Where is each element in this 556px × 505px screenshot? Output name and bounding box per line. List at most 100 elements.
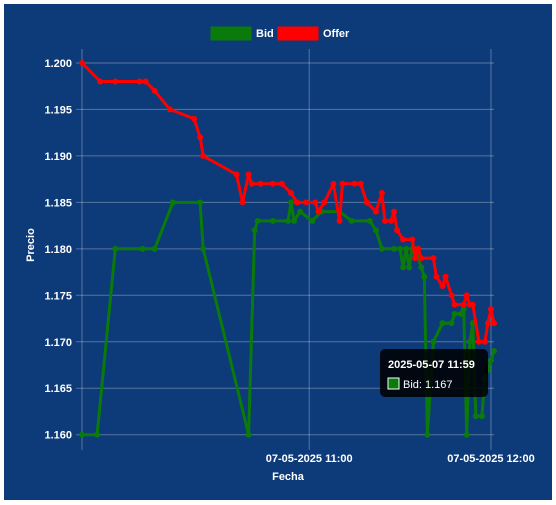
bid-point [421, 273, 428, 280]
bid-point [254, 217, 261, 224]
bid-point [372, 227, 379, 234]
offer-point [191, 115, 198, 122]
offer-point [475, 338, 482, 345]
offer-series [79, 59, 497, 345]
bid-point [309, 217, 316, 224]
offer-point [166, 106, 173, 113]
y-tick-label: 1.185 [44, 197, 72, 209]
offer-point [312, 199, 319, 206]
legend: Bid Offer [210, 26, 350, 41]
bid-point [151, 245, 158, 252]
offer-legend-label: Offer [323, 28, 350, 40]
bid-point [139, 245, 146, 252]
tooltip-swatch [387, 377, 400, 390]
offer-point [391, 208, 398, 215]
offer-point [257, 180, 264, 187]
offer-point [315, 208, 322, 215]
offer-point [451, 301, 458, 308]
bid-legend-swatch [210, 26, 252, 41]
offer-point [439, 283, 446, 289]
offer-legend-swatch [277, 26, 319, 41]
bid-point [478, 413, 485, 420]
offer-point [372, 208, 379, 215]
offer-point [484, 320, 491, 327]
bid-point [406, 264, 413, 271]
bid-point [451, 310, 458, 317]
bid-point [457, 310, 464, 317]
x-axis-label: Fecha [272, 471, 305, 483]
bid-point [112, 245, 119, 252]
offer-point [336, 217, 343, 224]
offer-point [321, 199, 328, 206]
offer-point [400, 236, 407, 243]
bid-point [197, 199, 204, 206]
bid-point [285, 217, 291, 224]
offer-point [409, 236, 416, 243]
offer-point [357, 180, 364, 187]
bid-point [418, 264, 425, 271]
offer-point [245, 171, 252, 178]
y-axis-ticks: 1.160 1.165 1.170 1.175 1.180 1.185 1.190 1.195… [44, 58, 72, 442]
y-tick-label: 1.200 [44, 58, 72, 70]
bid-point [430, 338, 437, 345]
series-layer [79, 59, 497, 438]
bid-point [269, 217, 276, 224]
offer-point [288, 190, 295, 197]
tooltip: 2025-05-07 11:59 Bid: 1.167 [380, 349, 488, 397]
offer-point [430, 255, 437, 262]
offer-point [363, 199, 370, 206]
bid-point [472, 413, 479, 420]
y-tick-label: 1.160 [44, 430, 72, 442]
offer-point [339, 180, 346, 187]
x-axis-ticks: 07-05-2025 11:00 07-05-2025 12:00 [266, 453, 535, 465]
bid-point [169, 199, 176, 206]
y-tick-label: 1.195 [44, 104, 72, 116]
offer-point [487, 306, 494, 313]
bid-point [424, 431, 431, 438]
offer-point [97, 78, 104, 85]
price-chart: 1.160 1.165 1.170 1.175 1.180 1.185 1.190 1.195… [25, 26, 535, 483]
bid-point [288, 199, 295, 206]
bid-point [251, 227, 258, 234]
offer-point [294, 199, 301, 206]
offer-point [351, 180, 358, 187]
y-tick-label: 1.175 [44, 290, 72, 302]
offer-point [463, 292, 470, 299]
bid-point [463, 431, 470, 438]
offer-point [330, 180, 337, 187]
offer-point [481, 338, 488, 345]
bid-point [491, 348, 497, 355]
bid-point [79, 431, 85, 438]
bid-point [297, 208, 304, 215]
offer-point [448, 292, 455, 299]
offer-point [136, 78, 143, 85]
offer-point [79, 59, 85, 66]
bid-line [82, 200, 496, 437]
bid-point [200, 245, 207, 252]
offer-point [142, 78, 149, 85]
offer-point [442, 273, 449, 280]
offer-point [388, 217, 394, 224]
offer-point [433, 273, 440, 280]
bid-point [245, 431, 252, 438]
offer-point [381, 217, 388, 224]
bid-point [94, 431, 101, 438]
x-tick-label: 07-05-2025 12:00 [447, 453, 534, 465]
x-tick-label: 07-05-2025 11:00 [266, 453, 353, 465]
bid-point [439, 320, 446, 327]
bid-point [460, 306, 467, 313]
bid-point [400, 264, 407, 271]
bid-point [487, 357, 494, 364]
offer-point [233, 171, 240, 178]
bid-point [391, 245, 398, 252]
bid-series [79, 199, 497, 438]
offer-point [412, 255, 419, 262]
bid-point [397, 245, 404, 252]
offer-point [200, 152, 207, 159]
offer-point [415, 245, 422, 252]
chart-panel: 1.160 1.165 1.170 1.175 1.180 1.185 1.190 1.195… [4, 4, 552, 500]
offer-point [378, 190, 385, 197]
bid-point [291, 217, 298, 224]
bid-point [366, 217, 373, 224]
grid-lines [76, 49, 494, 450]
